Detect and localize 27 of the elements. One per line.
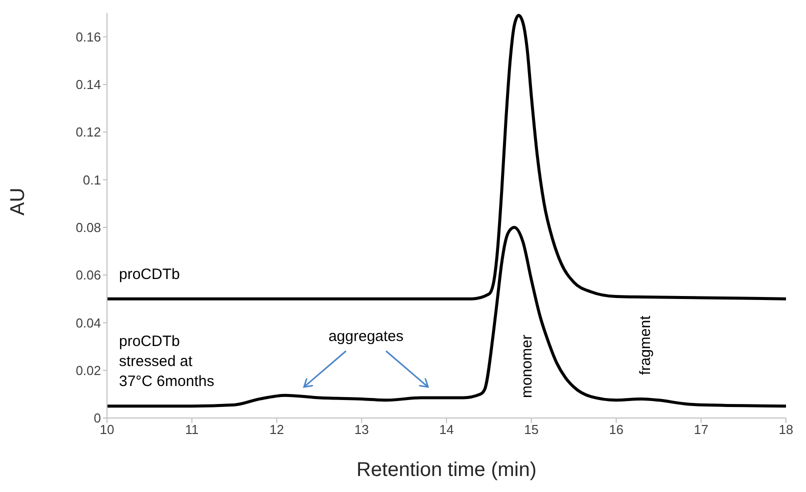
- x-axis-title: Retention time (min): [356, 459, 537, 481]
- y-tick-label: 0.08: [76, 220, 101, 236]
- y-tick-label: 0: [94, 410, 101, 426]
- annotation: monomer: [518, 334, 536, 398]
- line-series: [107, 226, 786, 408]
- x-tick-label: 17: [694, 422, 708, 438]
- x-tick-label: 16: [609, 422, 624, 438]
- line-series: [107, 14, 786, 300]
- x-tick-label: 11: [185, 422, 199, 438]
- series-label: proCDTb: [119, 266, 180, 283]
- annotation: fragment: [637, 314, 654, 375]
- annotation: aggregates: [328, 328, 404, 345]
- x-tick-label: 10: [100, 422, 114, 438]
- y-tick-label: 0.02: [76, 362, 101, 378]
- y-tick-label: 0.1: [82, 172, 101, 188]
- y-tick-label: 0.04: [76, 315, 101, 330]
- x-tick-label: 13: [354, 422, 369, 438]
- x-tick-label: 18: [778, 422, 794, 438]
- y-axis-title: AU: [7, 188, 30, 216]
- y-tick-label: 0.16: [76, 29, 101, 44]
- y-tick-label: 0.12: [76, 124, 101, 140]
- x-tick-label: 15: [524, 422, 539, 438]
- y-tick-label: 0.06: [76, 268, 101, 283]
- series-label: proCDTb stressed at 37°C 6months: [119, 333, 214, 390]
- x-tick-label: 14: [439, 422, 454, 438]
- y-tick-label: 0.14: [76, 77, 101, 92]
- x-tick-label: 12: [270, 422, 284, 438]
